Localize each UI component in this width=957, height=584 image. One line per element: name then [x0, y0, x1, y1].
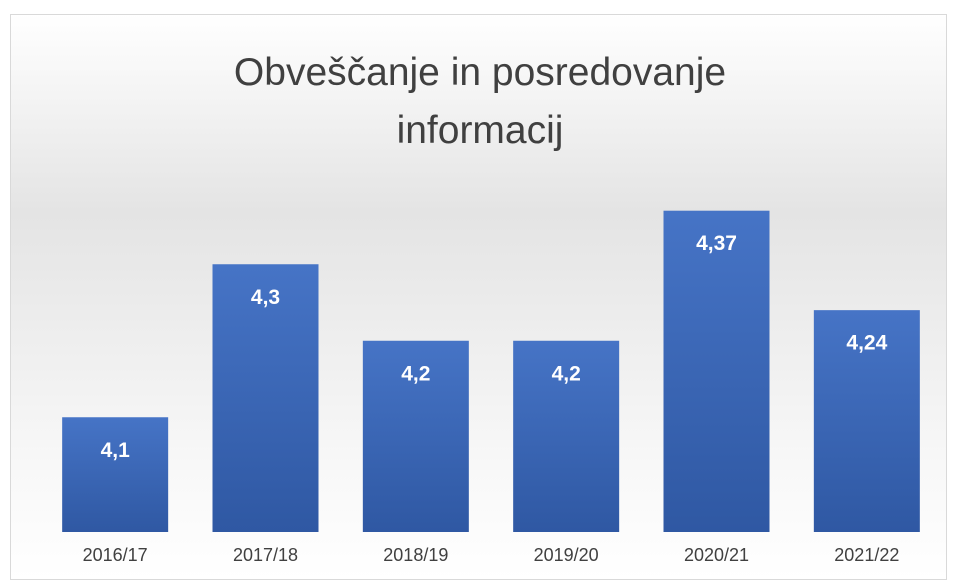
value-label: 4,2 — [552, 362, 581, 385]
value-label: 4,2 — [401, 362, 430, 385]
x-tick-label: 2021/22 — [834, 545, 899, 565]
x-tick-label: 2017/18 — [233, 545, 298, 565]
x-tick-label: 2019/20 — [534, 545, 599, 565]
value-label: 4,24 — [846, 332, 887, 355]
bar — [212, 264, 319, 532]
x-tick-label: 2016/17 — [83, 545, 148, 565]
bar — [813, 310, 920, 532]
chart-title: Obveščanje in posredovanje informacij — [233, 51, 727, 152]
bar — [62, 417, 169, 532]
value-label: 4,37 — [696, 232, 737, 255]
x-tick-label: 2020/21 — [684, 545, 749, 565]
bar — [663, 210, 770, 532]
value-label: 4,1 — [101, 439, 131, 462]
bar — [362, 340, 469, 532]
bar — [513, 340, 620, 532]
x-tick-label: 2018/19 — [383, 545, 448, 565]
value-label: 4,3 — [251, 286, 280, 309]
